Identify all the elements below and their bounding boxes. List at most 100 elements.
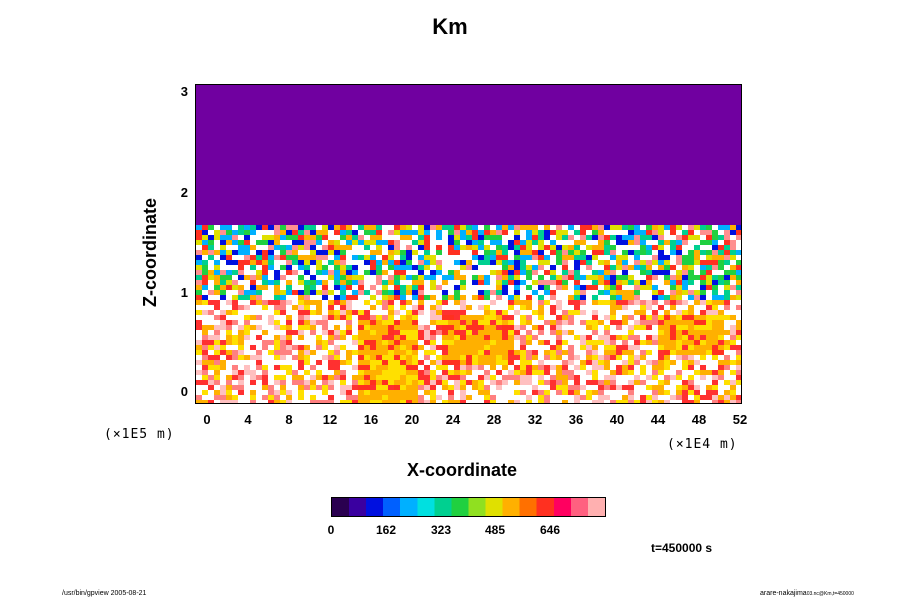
heatmap-cell bbox=[298, 250, 304, 255]
heatmap-cell bbox=[730, 315, 736, 320]
heatmap-cell bbox=[220, 230, 226, 235]
heatmap-cell bbox=[460, 295, 466, 300]
heatmap-cell bbox=[460, 285, 466, 290]
heatmap-cell bbox=[364, 250, 370, 255]
heatmap-cell bbox=[322, 280, 328, 285]
heatmap-cell bbox=[328, 395, 334, 400]
heatmap-cell bbox=[406, 280, 412, 285]
heatmap-cell bbox=[466, 325, 472, 330]
heatmap-cell bbox=[244, 285, 250, 290]
heatmap-cell bbox=[352, 255, 358, 260]
heatmap-cell bbox=[514, 290, 520, 295]
heatmap-cell bbox=[316, 330, 322, 335]
heatmap-cell bbox=[634, 285, 640, 290]
heatmap-cell bbox=[232, 235, 238, 240]
heatmap-cell bbox=[586, 320, 592, 325]
heatmap-cell bbox=[406, 315, 412, 320]
heatmap-cell bbox=[484, 385, 490, 390]
heatmap-cell bbox=[574, 240, 580, 245]
heatmap-cell bbox=[622, 380, 628, 385]
heatmap-cell bbox=[346, 375, 352, 380]
heatmap-cell bbox=[406, 285, 412, 290]
heatmap-cell bbox=[502, 380, 508, 385]
heatmap-cell bbox=[484, 370, 490, 375]
heatmap-cell bbox=[370, 380, 376, 385]
heatmap-cell bbox=[208, 235, 214, 240]
heatmap-cell bbox=[472, 285, 478, 290]
heatmap-cell bbox=[646, 230, 652, 235]
heatmap-cell bbox=[340, 290, 346, 295]
heatmap-cell bbox=[544, 355, 550, 360]
heatmap-cell bbox=[430, 265, 436, 270]
heatmap-cell bbox=[520, 255, 526, 260]
heatmap-cell bbox=[334, 325, 340, 330]
heatmap-cell bbox=[562, 350, 568, 355]
heatmap-cell bbox=[472, 240, 478, 245]
heatmap-cell bbox=[406, 290, 412, 295]
heatmap-cell bbox=[334, 390, 340, 395]
x-tick-label: 40 bbox=[609, 412, 625, 427]
heatmap-cell bbox=[562, 240, 568, 245]
heatmap-cell bbox=[220, 305, 226, 310]
heatmap-cell bbox=[634, 355, 640, 360]
heatmap-cell bbox=[208, 300, 214, 305]
heatmap-cell bbox=[298, 295, 304, 300]
heatmap-cell bbox=[394, 270, 400, 275]
heatmap-cell bbox=[280, 380, 286, 385]
x-tick-label: 8 bbox=[285, 412, 293, 427]
heatmap-cell bbox=[268, 320, 274, 325]
heatmap-cell bbox=[478, 385, 484, 390]
heatmap-cell bbox=[376, 235, 382, 240]
heatmap-cell bbox=[682, 335, 688, 340]
heatmap-cell bbox=[352, 225, 358, 230]
heatmap-cell bbox=[454, 375, 460, 380]
heatmap-cell bbox=[508, 235, 514, 240]
heatmap-cell bbox=[310, 245, 316, 250]
heatmap-cell bbox=[322, 395, 328, 400]
heatmap-cell bbox=[238, 325, 244, 330]
heatmap-cell bbox=[226, 225, 232, 230]
heatmap-cell bbox=[586, 305, 592, 310]
heatmap-cell bbox=[412, 330, 418, 335]
heatmap-cell bbox=[634, 300, 640, 305]
heatmap-cell bbox=[604, 230, 610, 235]
heatmap-cell bbox=[334, 400, 340, 403]
heatmap-cell bbox=[274, 260, 280, 265]
heatmap-cell bbox=[208, 340, 214, 345]
heatmap-cell bbox=[736, 400, 741, 403]
heatmap-cell bbox=[238, 260, 244, 265]
heatmap-cell bbox=[226, 330, 232, 335]
heatmap-cell bbox=[280, 330, 286, 335]
heatmap-cell bbox=[604, 240, 610, 245]
heatmap-cell bbox=[208, 365, 214, 370]
heatmap-cell bbox=[424, 245, 430, 250]
heatmap-cell bbox=[730, 255, 736, 260]
heatmap-cell bbox=[532, 310, 538, 315]
heatmap-cell bbox=[514, 280, 520, 285]
heatmap-cell bbox=[196, 260, 202, 265]
heatmap-cell bbox=[634, 265, 640, 270]
heatmap-cell bbox=[424, 345, 430, 350]
heatmap-cell bbox=[430, 240, 436, 245]
heatmap-cell bbox=[298, 340, 304, 345]
heatmap-cell bbox=[646, 330, 652, 335]
heatmap-cell bbox=[730, 365, 736, 370]
heatmap-cell bbox=[640, 360, 646, 365]
heatmap-cell bbox=[340, 345, 346, 350]
heatmap-cell bbox=[544, 375, 550, 380]
heatmap-cell bbox=[694, 350, 700, 355]
heatmap-cell bbox=[616, 230, 622, 235]
heatmap-cell bbox=[664, 285, 670, 290]
heatmap-cell bbox=[268, 335, 274, 340]
heatmap-cell bbox=[634, 365, 640, 370]
heatmap-cell bbox=[304, 265, 310, 270]
heatmap-cell bbox=[424, 325, 430, 330]
heatmap-cell bbox=[370, 245, 376, 250]
heatmap-cell bbox=[718, 355, 724, 360]
heatmap-cell bbox=[556, 295, 562, 300]
heatmap-cell bbox=[694, 340, 700, 345]
heatmap-cell bbox=[598, 265, 604, 270]
heatmap-cell bbox=[490, 225, 496, 230]
heatmap-cell bbox=[616, 285, 622, 290]
heatmap-cell bbox=[448, 350, 454, 355]
